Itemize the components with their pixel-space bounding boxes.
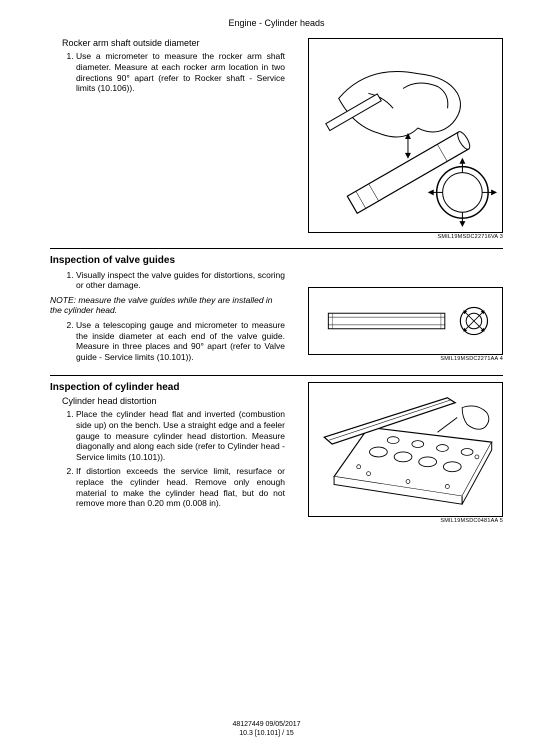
step-3-2: If distortion exceeds the service limit,… — [76, 466, 285, 509]
cylinder-head-illustration — [309, 383, 502, 516]
step-2-1: Visually inspect the valve guides for di… — [76, 270, 285, 291]
footer-line-1: 48127449 09/05/2017 — [0, 720, 533, 729]
page-footer: 48127449 09/05/2017 10.3 [10.101] / 15 — [0, 720, 533, 738]
subheading-distortion: Cylinder head distortion — [62, 396, 285, 407]
step-1-1: Use a micrometer to measure the rocker a… — [76, 51, 285, 94]
valve-guide-illustration — [309, 288, 502, 354]
note-valve-guides: NOTE: measure the valve guides while the… — [50, 295, 285, 316]
figure-column-3: SMIL19MSDC0481AA 5 — [308, 382, 503, 524]
figure-column-1: SMIL19MSDC22716VA 3 — [308, 38, 503, 240]
section-cylinder-head: Inspection of cylinder head Cylinder hea… — [50, 382, 503, 524]
step-3-1: Place the cylinder head flat and inverte… — [76, 409, 285, 462]
steps-list-2: Visually inspect the valve guides for di… — [62, 270, 285, 291]
steps-list-3: Place the cylinder head flat and inverte… — [62, 409, 285, 509]
footer-line-2: 10.3 [10.101] / 15 — [0, 729, 533, 738]
micrometer-illustration — [309, 39, 502, 232]
page-header: Engine - Cylinder heads — [50, 18, 503, 28]
page: Engine - Cylinder heads Rocker arm shaft… — [0, 0, 533, 748]
figure-column-2: SMIL19MSDC2271AA 4 — [308, 287, 503, 362]
steps-list-2b: Use a telescoping gauge and micrometer t… — [62, 320, 285, 363]
figure-3-frame — [308, 382, 503, 517]
step-2-2: Use a telescoping gauge and micrometer t… — [76, 320, 285, 363]
text-column-1: Rocker arm shaft outside diameter Use a … — [50, 38, 285, 98]
heading-cylinder-head: Inspection of cylinder head — [50, 382, 285, 395]
steps-list-1: Use a micrometer to measure the rocker a… — [62, 51, 285, 94]
figure-1-caption: SMIL19MSDC22716VA 3 — [308, 234, 503, 240]
figure-1-frame — [308, 38, 503, 233]
figure-3-caption: SMIL19MSDC0481AA 5 — [308, 518, 503, 524]
heading-valve-guides: Inspection of valve guides — [50, 255, 285, 268]
subheading-rocker-arm: Rocker arm shaft outside diameter — [62, 38, 285, 49]
text-column-3: Inspection of cylinder head Cylinder hea… — [50, 382, 285, 513]
figure-2-frame — [308, 287, 503, 355]
figure-2-caption: SMIL19MSDC2271AA 4 — [308, 356, 503, 362]
section-rocker-arm: Rocker arm shaft outside diameter Use a … — [50, 38, 503, 240]
divider-2 — [50, 375, 503, 376]
divider-1 — [50, 248, 503, 249]
section-valve-guides: Inspection of valve guides Visually insp… — [50, 255, 503, 367]
text-column-2: Inspection of valve guides Visually insp… — [50, 255, 285, 367]
